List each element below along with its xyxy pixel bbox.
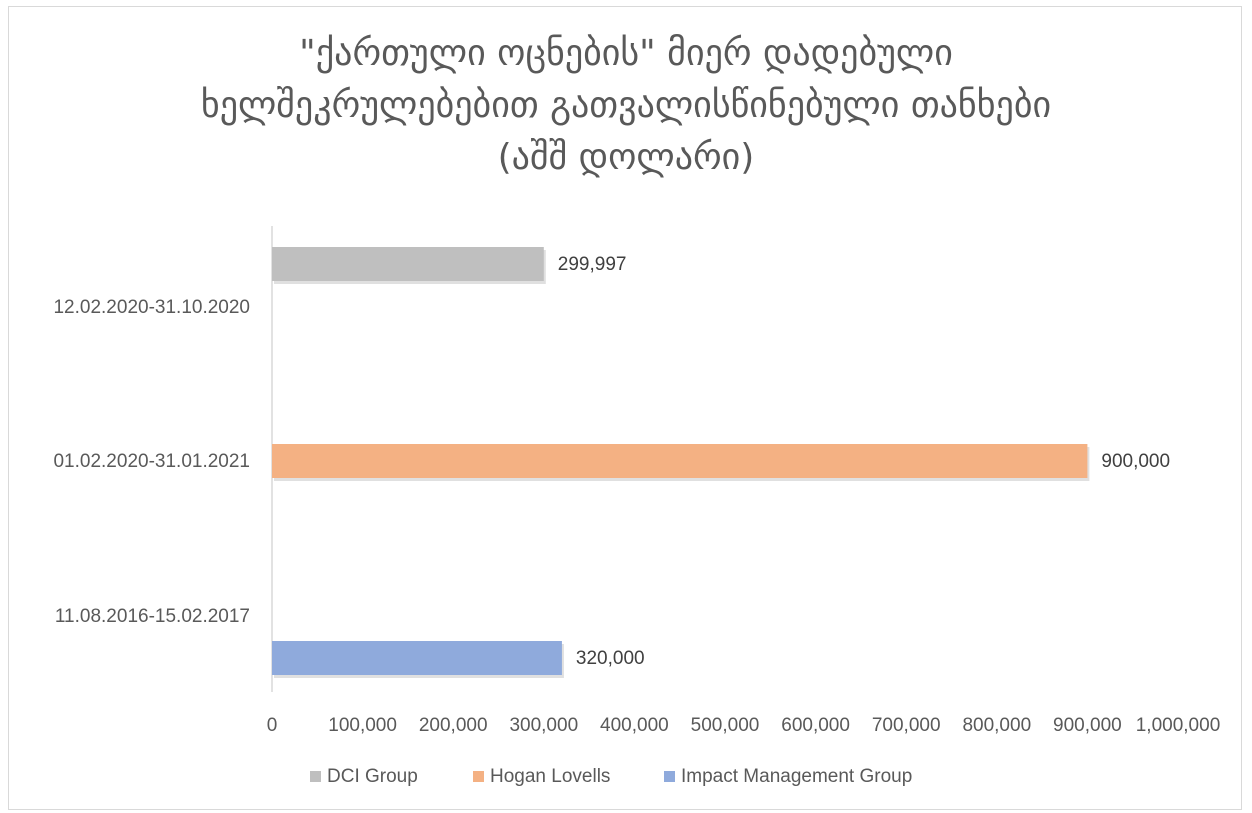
category-label: 12.02.2020-31.10.2020 [53, 297, 250, 318]
bar [272, 247, 544, 281]
category-label: 01.02.2020-31.01.2021 [53, 451, 250, 472]
x-tick-label: 800,000 [962, 715, 1031, 736]
x-tick-label: 0 [267, 715, 278, 736]
legend-swatch [310, 771, 321, 782]
x-tick-label: 1,000,000 [1136, 715, 1221, 736]
x-tick-label: 500,000 [691, 715, 760, 736]
x-tick-label: 300,000 [509, 715, 578, 736]
x-tick-label: 700,000 [872, 715, 941, 736]
bar [272, 641, 562, 675]
x-tick-label: 900,000 [1053, 715, 1122, 736]
legend-label: Hogan Lovells [490, 766, 610, 787]
data-label: 320,000 [576, 648, 645, 669]
x-tick-label: 100,000 [328, 715, 397, 736]
legend-label: DCI Group [327, 766, 418, 787]
chart-title-line-2: ხელშეკრულებებით გათვალისწინებული თანხები [200, 85, 1052, 126]
legend-label: Impact Management Group [681, 766, 912, 787]
category-label: 11.08.2016-15.02.2017 [55, 606, 250, 627]
x-tick-label: 200,000 [419, 715, 488, 736]
legend-swatch [664, 771, 675, 782]
x-tick-label: 400,000 [600, 715, 669, 736]
chart-title: "ქართული ოცნების" მიერ დადებული ხელშეკრუ… [0, 28, 1252, 184]
chart-area [8, 6, 1242, 810]
chart-title-line-3: (აშშ დოლარი) [497, 137, 755, 178]
data-label: 299,997 [558, 254, 627, 275]
legend-swatch [473, 771, 484, 782]
x-tick-label: 600,000 [781, 715, 850, 736]
chart-title-line-1: "ქართული ოცნების" მიერ დადებული [299, 33, 953, 74]
data-label: 900,000 [1101, 451, 1170, 472]
bar [272, 444, 1088, 478]
